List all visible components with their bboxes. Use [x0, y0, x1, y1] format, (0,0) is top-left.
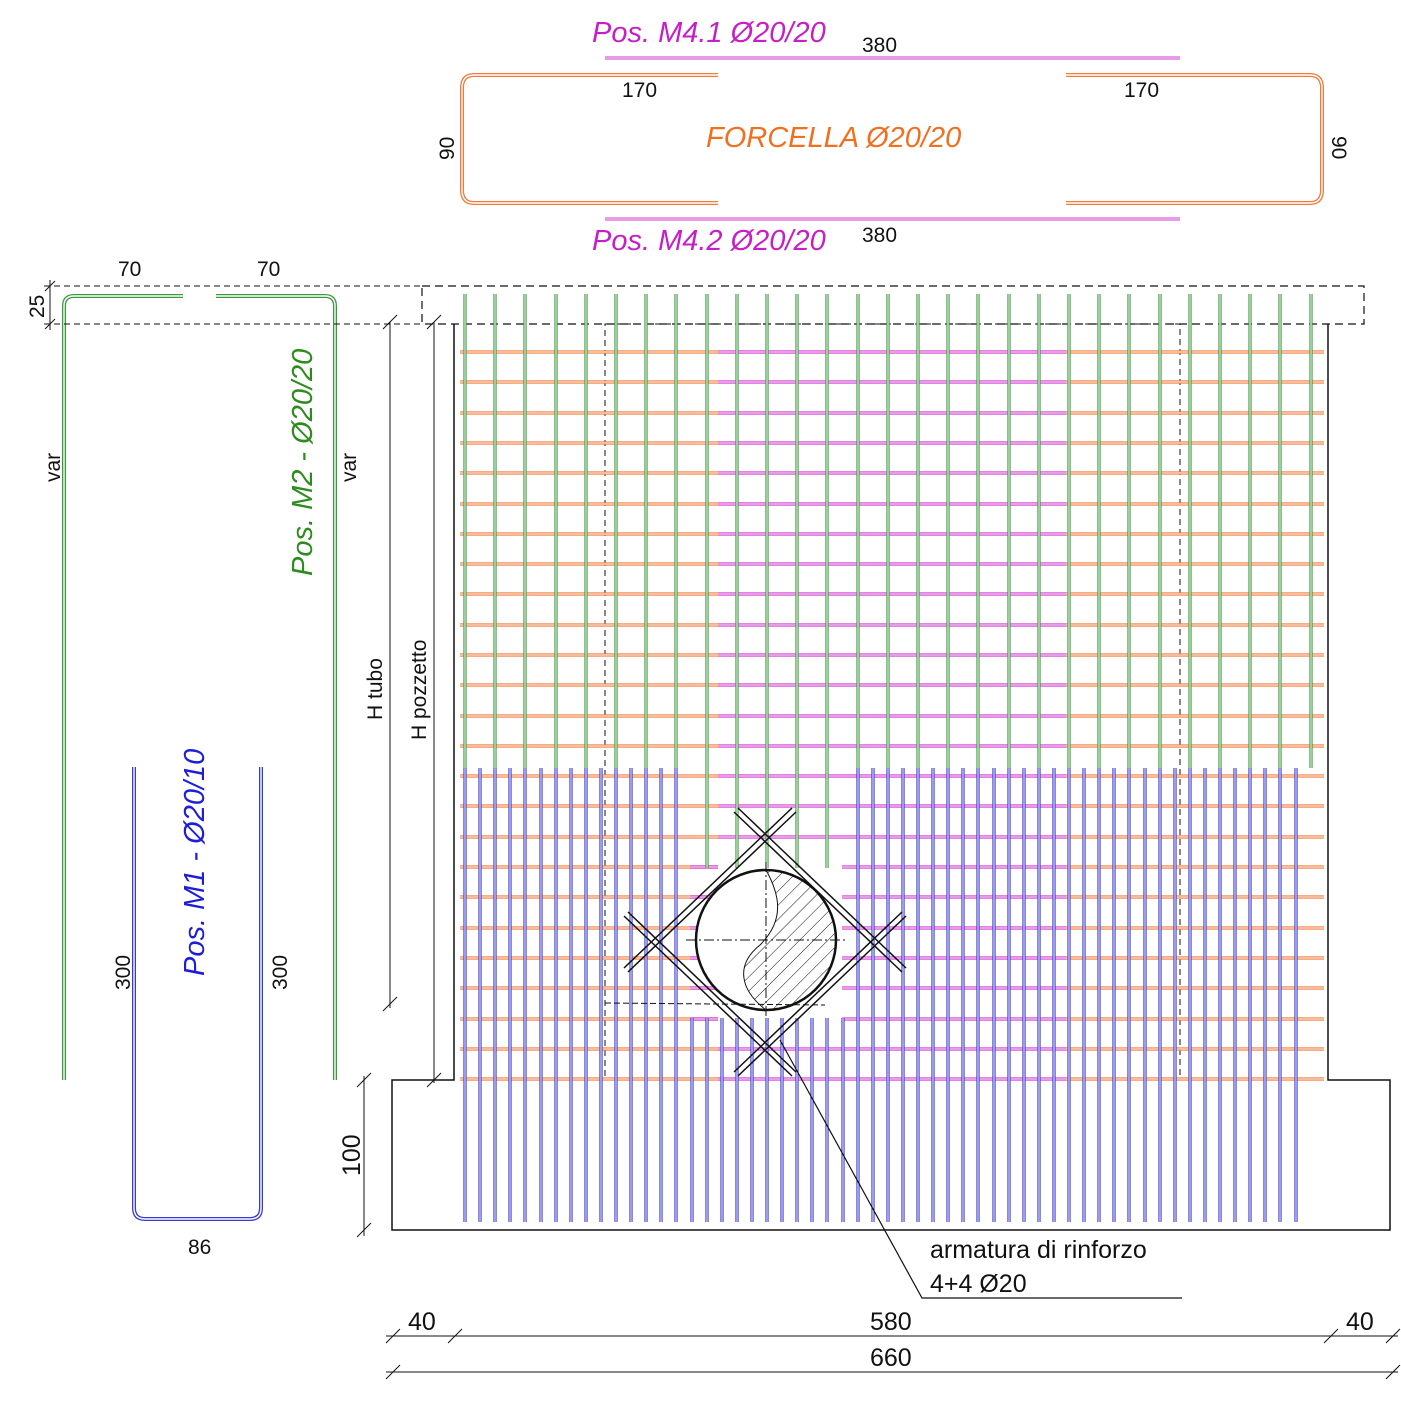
bottom-total-dim: 660	[870, 1344, 912, 1372]
m41-length: 380	[862, 34, 897, 57]
forcella-left-height: 90	[436, 137, 459, 160]
forcella-left-bar	[460, 73, 718, 205]
dimensions	[356, 314, 1401, 1380]
bottom-mid-dim: 580	[870, 1308, 912, 1336]
vertical-m2-bars	[463, 294, 1313, 868]
forcella-right-height: 90	[1327, 136, 1350, 159]
m42-label: Pos. M4.2 Ø20/20	[592, 225, 826, 257]
m2-right-leg: 70	[257, 258, 280, 281]
rinforzo-label: armatura di rinforzo	[930, 1236, 1147, 1264]
forcella-left-leg: 170	[622, 79, 657, 102]
m2-left-leg: 70	[118, 258, 141, 281]
pipe	[604, 862, 846, 1018]
m42-length: 380	[862, 224, 897, 247]
m41-label: Pos. M4.1 Ø20/20	[592, 17, 826, 49]
rinforzo-count: 4+4 Ø20	[930, 1270, 1027, 1298]
m2-right-var: var	[338, 453, 361, 482]
inner-opening	[604, 323, 1181, 1081]
h-tubo-label: H tubo	[364, 658, 387, 720]
bottom-right-dim: 40	[1346, 1308, 1374, 1336]
m2-left-var: var	[42, 453, 65, 482]
forcella-right-leg: 170	[1124, 79, 1159, 102]
rinforzo-leader	[779, 1039, 1182, 1299]
m1-right-height: 300	[269, 955, 292, 990]
forcella-label: FORCELLA Ø20/20	[706, 122, 961, 154]
forcella-right-bar	[1066, 73, 1324, 205]
m1-label: Pos. M1 - Ø20/10	[179, 749, 211, 976]
top-cap	[421, 285, 1365, 325]
forcella-schedule: Pos. M4.1 Ø20/20 380 170 170 90 90 FORCE…	[436, 17, 1350, 257]
wall-outline	[391, 324, 1391, 1231]
reinforcing-bars	[623, 807, 907, 1077]
horizontal-bars	[460, 350, 1324, 1081]
h-pozzetto-label: H pozzetto	[408, 640, 431, 740]
wall-elevation: armatura di rinforzo 4+4 Ø20	[391, 285, 1391, 1299]
m1-schedule: 300 300 86 Pos. M1 - Ø20/10	[112, 749, 292, 1259]
bottom-left-dim: 40	[408, 1308, 436, 1336]
base-height-dim: 100	[338, 1134, 366, 1176]
vertical-m1-bars	[463, 768, 1298, 1222]
m2-label: Pos. M2 - Ø20/20	[287, 349, 319, 576]
m2-top-dim: 25	[26, 295, 49, 318]
m2-schedule: 70 70 25 var var Pos. M2 - Ø20/20	[26, 258, 420, 1080]
m1-left-height: 300	[112, 955, 135, 990]
m1-width: 86	[188, 1236, 211, 1259]
